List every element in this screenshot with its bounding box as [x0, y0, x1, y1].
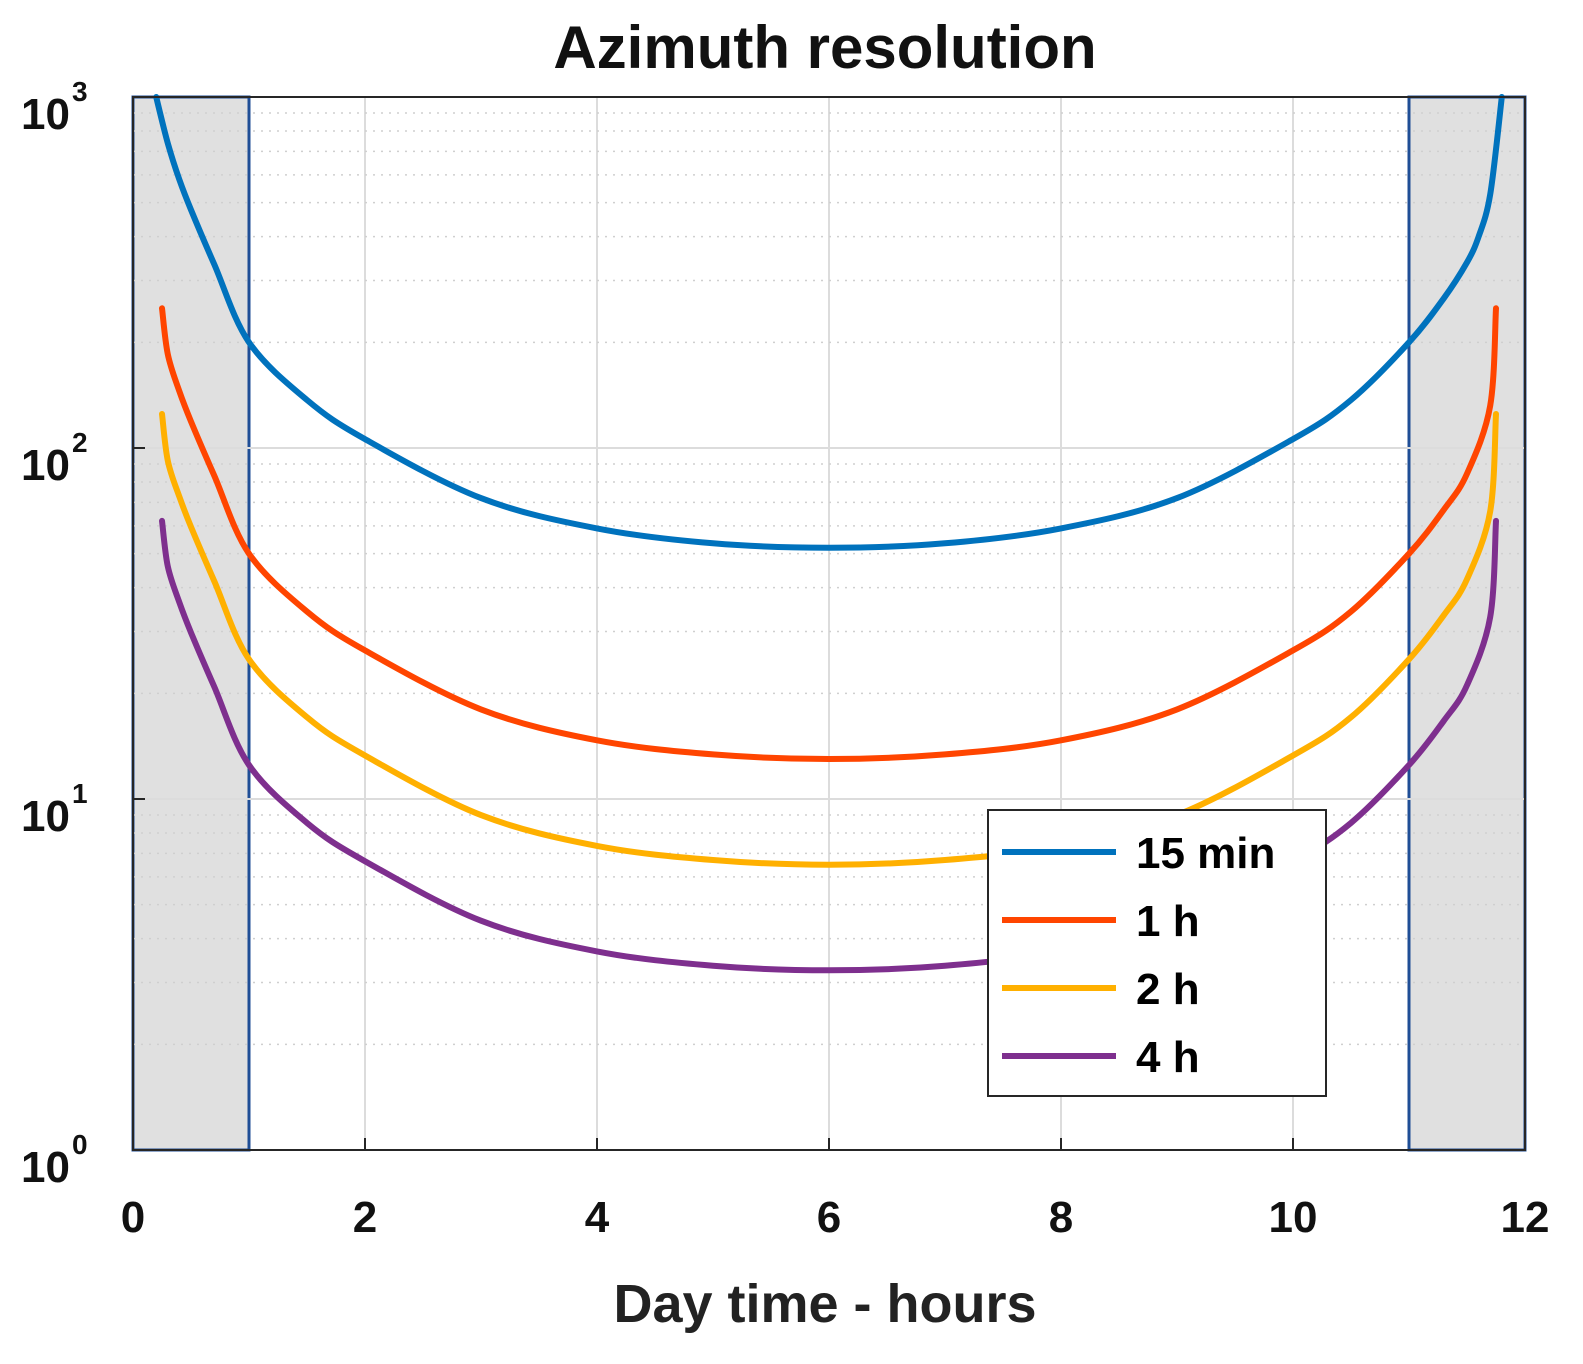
x-tick-label: 2	[353, 1193, 377, 1242]
y-tick-exponent: 2	[72, 427, 88, 458]
y-tick-label: 10	[21, 441, 70, 490]
series-line-4	[159, 517, 1499, 974]
series-line-3	[159, 411, 1499, 868]
legend-label-1: 15 min	[1136, 829, 1275, 878]
x-tick-label: 12	[1501, 1193, 1550, 1242]
x-tick-label: 10	[1269, 1193, 1318, 1242]
legend-label-4: 4 h	[1136, 1033, 1200, 1082]
y-tick-exponent: 3	[72, 76, 88, 107]
legend-label-3: 2 h	[1136, 965, 1200, 1014]
shaded-region-2	[1407, 95, 1527, 1152]
legend-items: 15 min 1 h 2 h 4 h	[1002, 829, 1275, 1082]
y-tick-exponent: 0	[72, 1129, 88, 1160]
x-axis-ticks: 0 2 4 6 8 10 12	[121, 1138, 1550, 1242]
series-line-1	[153, 94, 1505, 551]
series-line-2	[159, 305, 1499, 762]
y-tick-label: 10	[21, 90, 70, 139]
y-tick-exponent: 1	[72, 778, 88, 809]
legend-label-2: 1 h	[1136, 897, 1200, 946]
x-tick-label: 8	[1049, 1193, 1073, 1242]
series-lines	[153, 94, 1505, 974]
y-tick-label: 10	[21, 792, 70, 841]
legend-box	[987, 809, 1327, 1097]
chart-title: Azimuth resolution	[553, 14, 1096, 81]
y-tick-label: 10	[21, 1143, 70, 1192]
x-tick-label: 4	[585, 1193, 610, 1242]
x-tick-label: 6	[817, 1193, 841, 1242]
x-tick-label: 0	[121, 1193, 145, 1242]
x-axis-label: Day time - hours	[613, 1274, 1036, 1334]
legend: 15 min 1 h 2 h 4 h	[987, 809, 1327, 1097]
